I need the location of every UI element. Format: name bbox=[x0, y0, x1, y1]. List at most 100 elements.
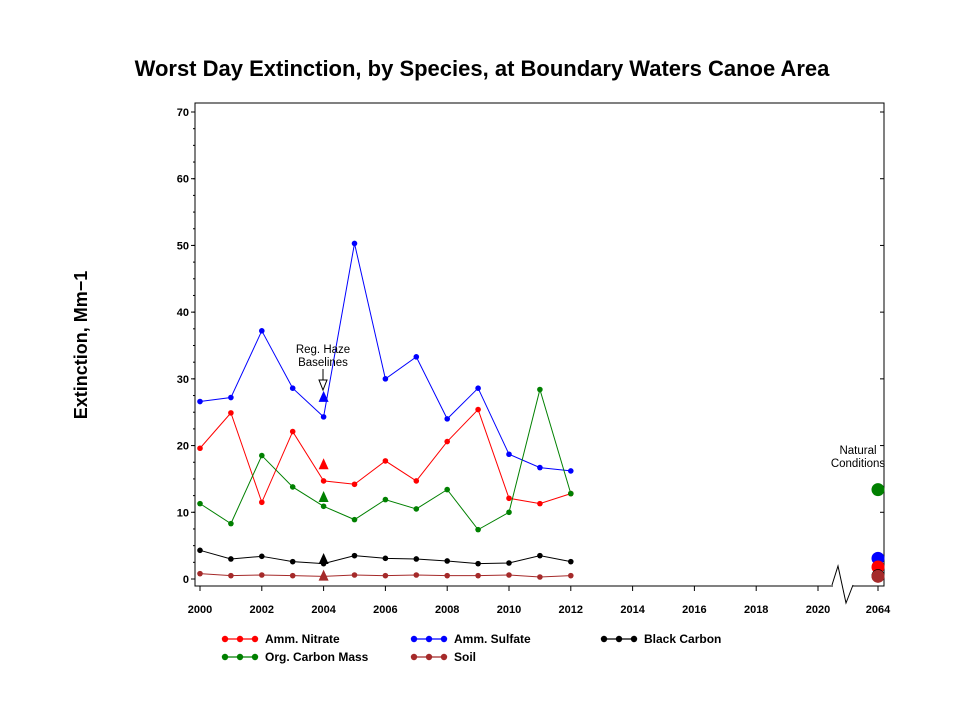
data-point bbox=[320, 478, 327, 484]
data-point bbox=[289, 385, 296, 391]
legend-swatch-marker bbox=[425, 635, 433, 643]
data-point bbox=[568, 468, 574, 474]
y-tick-label: 60 bbox=[177, 174, 189, 186]
data-point bbox=[197, 547, 203, 554]
data-point bbox=[382, 555, 389, 562]
legend-entry-label: Amm. Nitrate bbox=[265, 632, 340, 646]
data-point bbox=[568, 572, 574, 579]
data-point bbox=[228, 572, 234, 579]
data-point bbox=[320, 414, 327, 420]
data-point bbox=[289, 484, 296, 490]
data-point bbox=[444, 572, 451, 579]
y-tick-label: 40 bbox=[177, 307, 189, 319]
x-tick-label: 2008 bbox=[435, 604, 459, 616]
data-point bbox=[289, 428, 296, 435]
data-point bbox=[537, 464, 543, 471]
legend-entry-label: Soil bbox=[454, 650, 476, 664]
x-tick-label: 2020 bbox=[806, 604, 830, 616]
y-tick-label: 10 bbox=[177, 507, 189, 519]
data-point bbox=[568, 490, 574, 497]
data-point bbox=[382, 376, 389, 382]
data-point bbox=[351, 516, 358, 523]
data-point bbox=[351, 572, 358, 578]
data-point bbox=[413, 506, 420, 512]
data-point bbox=[259, 499, 265, 506]
legend-swatch-marker bbox=[615, 635, 623, 643]
legend-swatch-marker bbox=[410, 653, 418, 661]
baseline-arrow-head bbox=[318, 379, 328, 392]
baseline-triangle bbox=[318, 458, 329, 470]
data-point bbox=[537, 552, 543, 559]
data-point bbox=[259, 328, 265, 334]
x-tick-label: 2006 bbox=[373, 604, 397, 616]
x-tick-label: 2018 bbox=[744, 604, 768, 616]
plot-frame bbox=[194, 102, 885, 605]
data-point bbox=[228, 410, 234, 416]
data-point bbox=[537, 386, 543, 393]
y-tick-label: 0 bbox=[183, 574, 189, 586]
y-tick-label: 30 bbox=[177, 374, 189, 386]
x-tick-label: 2000 bbox=[188, 604, 212, 616]
data-point bbox=[197, 445, 203, 452]
baseline-triangle bbox=[318, 490, 329, 502]
legend-swatch-marker bbox=[440, 653, 448, 661]
data-point bbox=[289, 572, 296, 579]
plot-border bbox=[194, 102, 885, 587]
legend-swatch-marker bbox=[425, 653, 433, 661]
series-line bbox=[199, 243, 571, 472]
legend-entry-label: Org. Carbon Mass bbox=[265, 650, 369, 664]
legend-swatch-marker bbox=[440, 635, 448, 643]
data-point bbox=[475, 385, 481, 391]
natural-annotation-line2: Conditions bbox=[831, 458, 886, 470]
data-point bbox=[351, 240, 358, 247]
data-point bbox=[537, 574, 543, 580]
x-tick-label: 2064 bbox=[866, 604, 891, 616]
data-point bbox=[351, 552, 358, 559]
baseline-triangle bbox=[318, 552, 329, 564]
data-point bbox=[506, 495, 512, 502]
data-point bbox=[228, 520, 234, 527]
legend: Amm. Nitrate Amm. Sulfate Black Carbon Org.… bbox=[221, 632, 721, 664]
data-point bbox=[382, 572, 389, 579]
y-tick-label: 20 bbox=[177, 441, 189, 453]
data-point bbox=[228, 556, 234, 562]
legend-swatch-marker bbox=[410, 635, 418, 643]
data-point bbox=[506, 572, 512, 578]
data-point bbox=[259, 553, 265, 560]
data-point bbox=[413, 354, 420, 360]
data-point bbox=[444, 438, 451, 445]
data-point bbox=[506, 451, 512, 458]
data-point bbox=[413, 572, 420, 578]
natural-condition-marker bbox=[871, 483, 885, 497]
data-point bbox=[259, 452, 265, 459]
data-point bbox=[537, 500, 543, 507]
legend-swatch-marker bbox=[221, 653, 229, 661]
legend-swatch-marker bbox=[251, 635, 259, 643]
data-point bbox=[475, 526, 481, 533]
axis-break-mark bbox=[831, 564, 854, 605]
data-point bbox=[475, 406, 481, 413]
legend-swatch-marker bbox=[236, 653, 244, 661]
legend-swatch-marker bbox=[236, 635, 244, 643]
data-point bbox=[228, 394, 234, 401]
data-point bbox=[444, 558, 451, 564]
legend-swatch-marker bbox=[251, 653, 259, 661]
natural-condition-marker bbox=[871, 569, 885, 583]
data-point bbox=[475, 560, 481, 567]
annotations: Reg. Haze Baselines Natural Conditions bbox=[296, 344, 886, 470]
x-tick-label: 2010 bbox=[497, 604, 521, 616]
data-point bbox=[197, 500, 203, 507]
legend-entry-label: Amm. Sulfate bbox=[454, 632, 531, 646]
x-tick-label: 2012 bbox=[559, 604, 583, 616]
y-tick-label: 70 bbox=[177, 107, 189, 119]
legend-swatch-marker bbox=[600, 635, 608, 643]
data-point bbox=[568, 558, 574, 565]
data-point bbox=[444, 416, 451, 422]
data-point bbox=[382, 458, 389, 464]
x-tick-label: 2004 bbox=[311, 604, 336, 616]
y-axis-label: Extinction, Mm−1 bbox=[71, 271, 91, 420]
x-tick-label: 2002 bbox=[250, 604, 274, 616]
baseline-triangle bbox=[318, 569, 329, 581]
data-point bbox=[506, 560, 512, 566]
